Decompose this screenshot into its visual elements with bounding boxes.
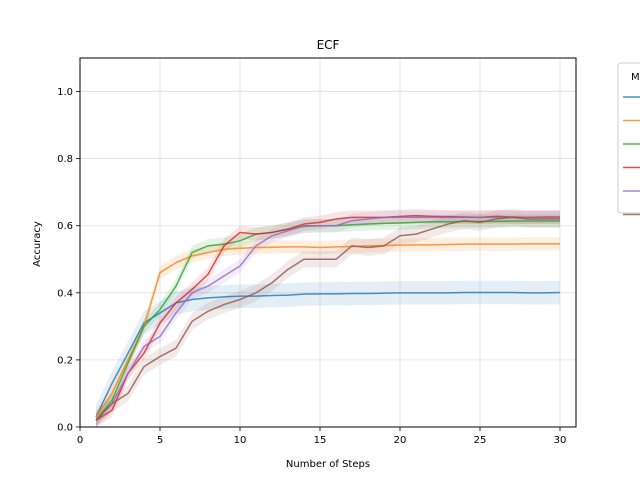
series-line-1: [95, 291, 561, 418]
series-line-2: [95, 243, 560, 418]
y-tick-label: 0.6: [57, 221, 73, 232]
y-tick-label: 0.4: [57, 288, 73, 299]
ticks: 0 5 10 15 20 25 30 0.0 0.2 0.4 0.6 0.8 1.0: [57, 87, 566, 446]
legend-box: [617, 62, 640, 214]
chart-title: ECF: [317, 38, 340, 52]
x-tick-label: 10: [234, 435, 247, 446]
plot-frame: [79, 57, 577, 428]
x-tick-label: 5: [157, 435, 163, 446]
legend: M: [617, 62, 640, 216]
series-line-6: [95, 216, 560, 421]
x-tick-label: 25: [474, 435, 487, 446]
confidence-bands: [96, 208, 560, 427]
series-line-5: [95, 216, 560, 421]
y-axis-label: Accuracy: [32, 221, 43, 267]
legend-title: M: [631, 72, 640, 83]
x-axis-label: Number of Steps: [286, 459, 370, 470]
x-tick-label: 20: [394, 435, 407, 446]
series-band-1: [96, 280, 560, 427]
y-tick-label: 0.0: [57, 423, 73, 434]
y-tick-label: 0.2: [57, 355, 73, 366]
x-tick-label: 30: [554, 435, 567, 446]
y-tick-label: 0.8: [57, 154, 73, 165]
x-tick-label: 15: [314, 435, 327, 446]
x-tick-label: 0: [77, 435, 83, 446]
series-lines: [95, 214, 561, 421]
series-band-4: [96, 208, 560, 427]
series-band-6: [96, 208, 560, 427]
y-tick-label: 1.0: [57, 87, 73, 98]
legend-items: [623, 96, 640, 216]
